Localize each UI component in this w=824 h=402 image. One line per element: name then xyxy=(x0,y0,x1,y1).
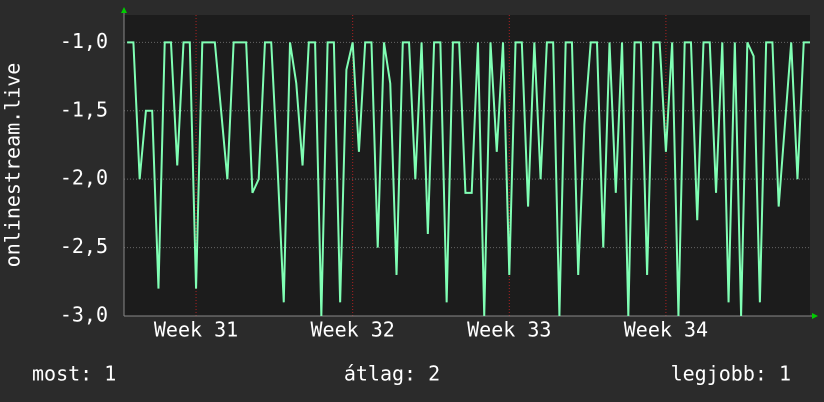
y-tick-label: -1,5 xyxy=(60,97,108,121)
stat-average: átlag: 2 xyxy=(344,362,440,386)
stat-max: legjobb: 1 xyxy=(671,362,791,386)
y-tick-label: -3,0 xyxy=(60,303,108,327)
y-tick-label: -1,0 xyxy=(60,29,108,53)
axis-arrow xyxy=(121,7,127,13)
x-tick-label: Week 31 xyxy=(154,318,238,342)
x-tick-label: Week 32 xyxy=(311,318,395,342)
y-tick-label: -2,5 xyxy=(60,234,108,258)
x-tick-label: Week 34 xyxy=(624,318,708,342)
y-axis-title: onlinestream.live xyxy=(1,63,25,268)
x-tick-label: Week 33 xyxy=(467,318,551,342)
data-line xyxy=(127,41,810,317)
stat-current: most: 1 xyxy=(32,362,116,386)
axis-arrow xyxy=(812,313,818,319)
y-tick-label: -2,0 xyxy=(60,166,108,190)
